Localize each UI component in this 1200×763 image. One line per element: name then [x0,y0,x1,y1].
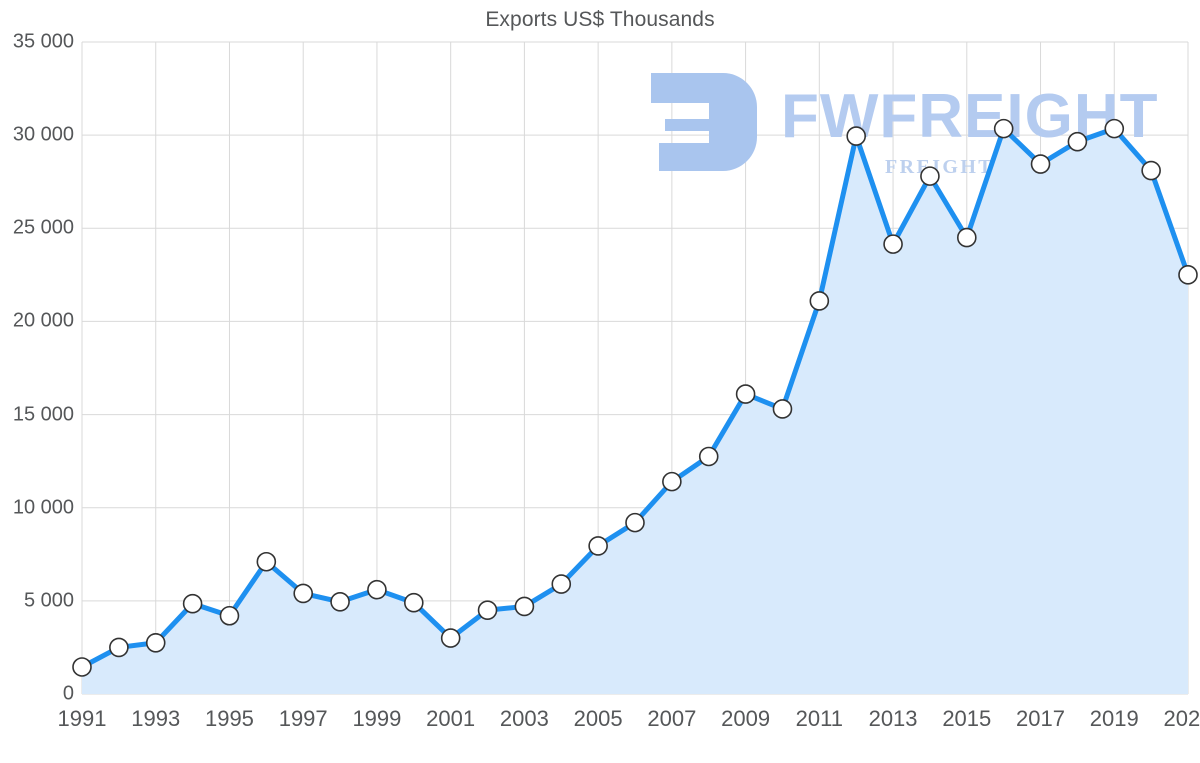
x-axis-tick-label: 2001 [426,706,476,731]
x-axis-tick-label: 2007 [647,706,697,731]
data-point-marker[interactable]: 2009: 16100 [737,385,755,403]
x-axis-tick-label: 1995 [204,706,254,731]
y-axis-tick-label: 30 000 [12,123,74,146]
data-point-marker[interactable]: 1991: 1450 [73,658,91,676]
data-point-marker[interactable]: 2015: 24500 [958,229,976,247]
x-axis-tick-label: 2005 [573,706,623,731]
x-axis-tick-label: 2013 [868,706,918,731]
data-point-marker[interactable]: 1994: 4850 [184,595,202,613]
chart-title: Exports US$ Thousands [485,8,715,31]
data-point-marker[interactable]: 2017: 28450 [1032,155,1050,173]
y-axis-tick-label: 25 000 [12,216,74,239]
data-point-marker[interactable]: 2013: 24150 [884,235,902,253]
x-axis-tick-label: 2019 [1089,706,1139,731]
series-layer: 1991: 14501992: 25001993: 27501994: 4850… [82,42,1188,694]
y-axis-tick-label: 10 000 [12,496,74,519]
data-point-marker[interactable]: 2010: 15300 [773,400,791,418]
x-axis-tick-label: 1991 [57,706,107,731]
y-axis-tick-label: 15 000 [12,403,74,426]
data-point-marker[interactable]: 2004: 5900 [552,575,570,593]
data-point-marker[interactable]: 2019: 30350 [1105,120,1123,138]
exports-area-series: 1991: 14501992: 25001993: 27501994: 4850… [82,42,1188,694]
data-point-marker[interactable]: 2008: 12750 [700,447,718,465]
x-axis-tick-label: 1993 [131,706,181,731]
data-point-marker[interactable]: 1996: 7100 [257,553,275,571]
y-axis-tick-label: 0 [62,682,74,705]
data-point-marker[interactable]: 1997: 5400 [294,584,312,602]
data-point-marker[interactable]: 2020: 28100 [1142,162,1160,180]
data-point-marker[interactable]: 1993: 2750 [147,634,165,652]
data-point-marker[interactable]: 2012: 29950 [847,127,865,145]
data-point-marker[interactable]: 2002: 4500 [479,601,497,619]
data-point-marker[interactable]: 2016: 30350 [995,120,1013,138]
y-axis-tick-label: 20 000 [12,309,74,332]
x-axis-tick-label: 2003 [499,706,549,731]
y-axis-tick-label: 5 000 [23,589,74,612]
data-point-marker[interactable]: 1998: 4950 [331,593,349,611]
data-point-marker[interactable]: 2018: 29650 [1068,133,1086,151]
data-point-marker[interactable]: 1995: 4200 [220,607,238,625]
x-axis-tick-label: 2017 [1016,706,1066,731]
x-axis-tick-label: 2015 [942,706,992,731]
data-point-marker[interactable]: 2003: 4700 [515,597,533,615]
area-fill [82,128,1188,694]
x-axis-tick-label: 1999 [352,706,402,731]
x-axis-tick-label: 1997 [278,706,328,731]
data-point-marker[interactable]: 2021: 22500 [1179,266,1197,284]
data-point-marker[interactable]: 2014: 27800 [921,167,939,185]
data-point-marker[interactable]: 2011: 21100 [810,292,828,310]
data-point-marker[interactable]: 2005: 7950 [589,537,607,555]
x-axis-tick-label: 2021 [1163,706,1200,731]
y-axis-tick-label: 35 000 [12,30,74,53]
x-axis-tick-label: 2009 [721,706,771,731]
data-point-marker[interactable]: 2007: 11400 [663,473,681,491]
data-point-marker[interactable]: 1999: 5600 [368,581,386,599]
x-axis-tick-label: 2011 [795,706,843,731]
